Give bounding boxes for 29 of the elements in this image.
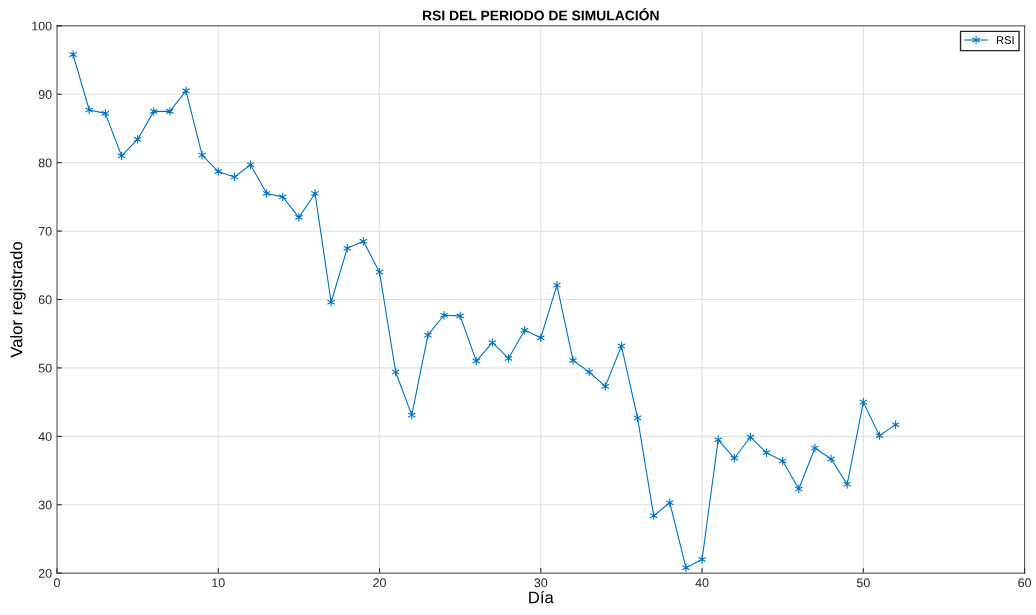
point (68, 49, 78, 60)
y-axis-title: Valor registrado (10, 241, 26, 358)
y-tick-label: 50 (38, 363, 52, 373)
y-tick-label: 70 (38, 226, 52, 236)
y-tick-label: 20 (38, 568, 52, 578)
x-tick-label: 10 (212, 578, 225, 588)
x-tick-label: 0 (53, 578, 60, 588)
point (181, 86, 191, 96)
y-tick-label: 30 (38, 500, 52, 510)
x-tick-label: 60 (1018, 578, 1032, 588)
point (697, 554, 707, 565)
point (439, 310, 449, 320)
legend-label: RSI (996, 36, 1014, 44)
point (310, 188, 320, 199)
x-tick-label: 50 (856, 578, 870, 588)
point (585, 367, 594, 377)
y-tick-label: 60 (38, 295, 52, 305)
point (810, 443, 820, 453)
x-axis-title: Día (529, 590, 554, 604)
y-tick-label: 80 (38, 158, 52, 168)
y-tick-label: 100 (32, 21, 52, 31)
point (246, 159, 255, 170)
point (568, 355, 578, 366)
x-tick-label: 30 (534, 578, 548, 588)
chart-title: RSI DEL PERIODO DE SIMULACIÓN (423, 7, 659, 21)
y-tick-label: 90 (38, 90, 52, 99)
y-tick-label: 40 (38, 432, 52, 441)
x-tick-label: 40 (695, 578, 709, 588)
x-tick-label: 20 (373, 578, 386, 588)
